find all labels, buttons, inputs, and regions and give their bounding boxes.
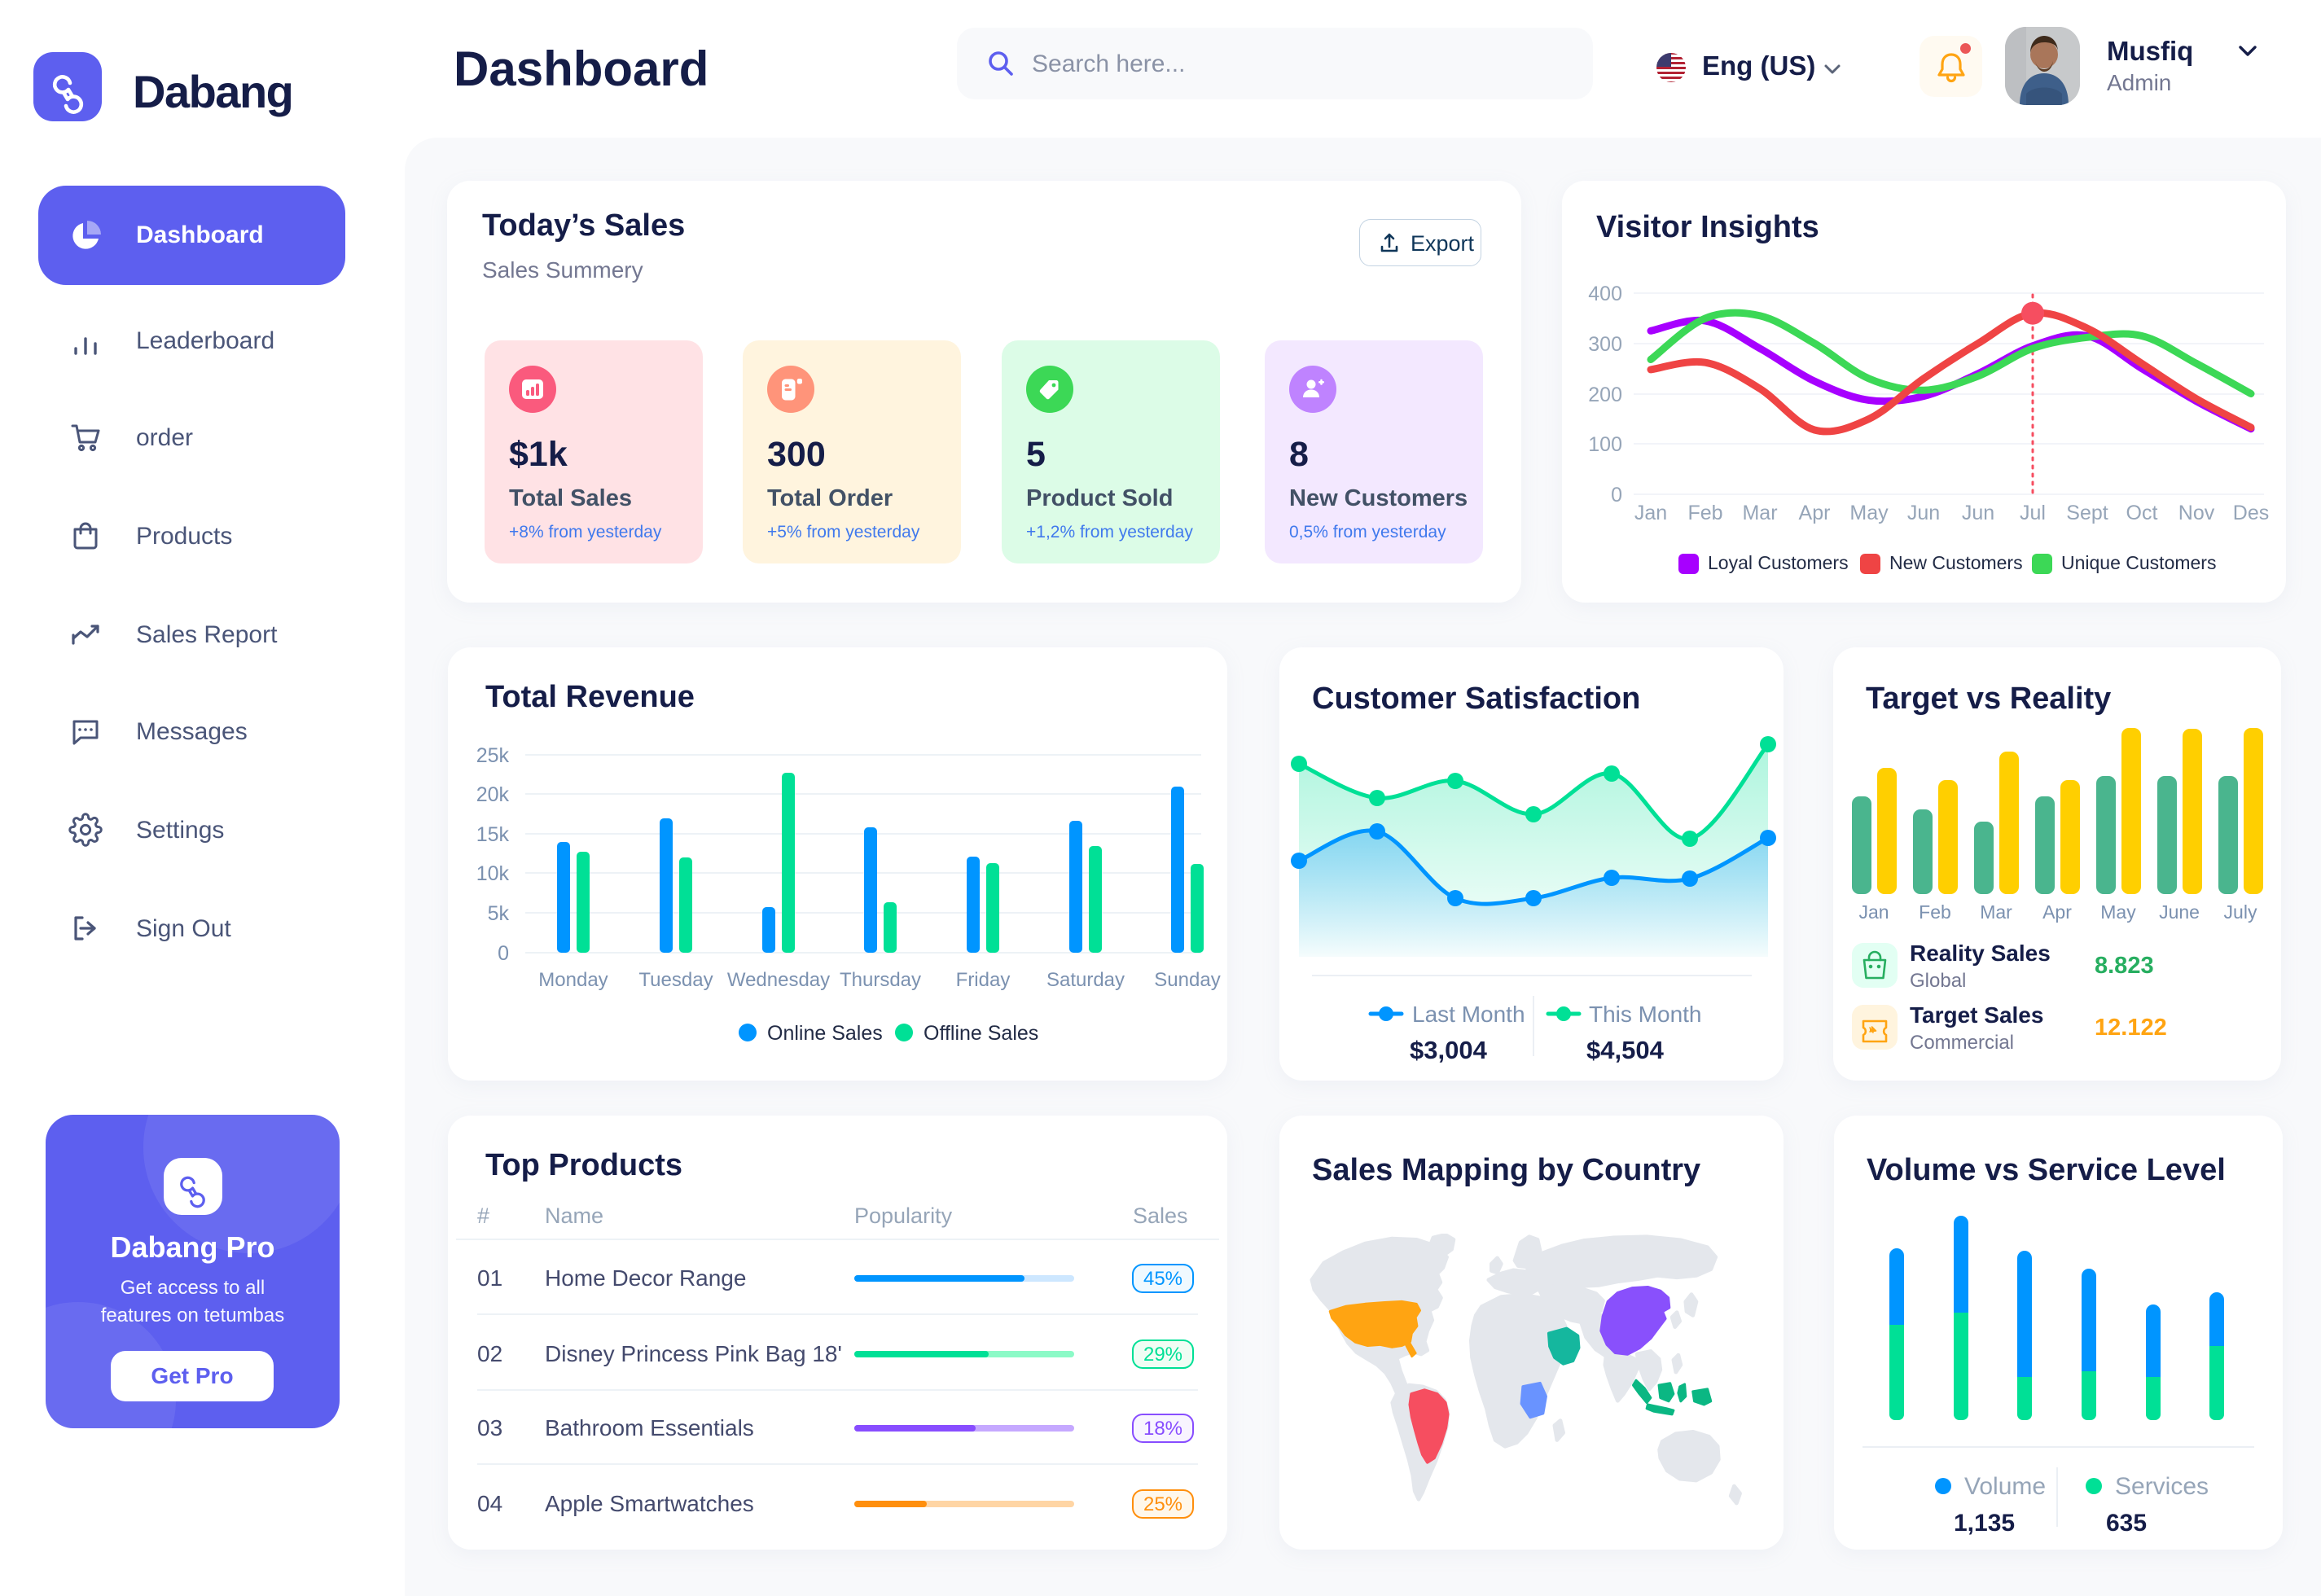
svg-text:01: 01: [477, 1265, 502, 1291]
svg-text:Des: Des: [2233, 502, 2269, 524]
svg-text:Apr: Apr: [2042, 901, 2072, 923]
svg-text:Sales: Sales: [1133, 1204, 1188, 1228]
svg-text:0: 0: [498, 942, 509, 965]
svg-text:Monday: Monday: [538, 969, 608, 991]
svg-text:0: 0: [1611, 484, 1622, 506]
svg-text:Apr: Apr: [1799, 502, 1831, 524]
svg-text:29%: 29%: [1143, 1344, 1182, 1366]
svg-text:July: July: [2224, 901, 2257, 923]
svg-text:#: #: [477, 1204, 489, 1228]
svg-text:Disney Princess Pink Bag 18': Disney Princess Pink Bag 18': [545, 1341, 842, 1366]
svg-text:Jun: Jun: [1907, 502, 1940, 524]
svg-text:100: 100: [1588, 433, 1622, 456]
svg-text:Loyal Customers: Loyal Customers: [1708, 552, 1849, 573]
svg-text:Offline Sales: Offline Sales: [924, 1022, 1038, 1045]
svg-text:Tuesday: Tuesday: [638, 969, 713, 991]
svg-text:400: 400: [1588, 283, 1622, 305]
svg-text:$3,004: $3,004: [1410, 1036, 1488, 1064]
svg-text:May: May: [2100, 901, 2136, 923]
svg-text:Services: Services: [2115, 1473, 2209, 1500]
svg-text:Home Decor Range: Home Decor Range: [545, 1265, 746, 1291]
svg-text:Jan: Jan: [1634, 502, 1667, 524]
svg-text:Friday: Friday: [956, 969, 1011, 991]
svg-text:Volume: Volume: [1964, 1473, 2046, 1500]
svg-text:Jun: Jun: [1962, 502, 1994, 524]
svg-text:5k: 5k: [488, 902, 510, 925]
svg-text:Feb: Feb: [1919, 901, 1951, 923]
svg-text:18%: 18%: [1143, 1418, 1182, 1440]
svg-text:This Month: This Month: [1589, 1002, 1702, 1027]
svg-text:Reality Sales: Reality Sales: [1910, 940, 2051, 966]
svg-text:Nov: Nov: [2178, 502, 2215, 524]
svg-text:635: 635: [2106, 1510, 2147, 1537]
svg-text:03: 03: [477, 1415, 502, 1440]
svg-text:Sunday: Sunday: [1154, 969, 1220, 991]
svg-text:25%: 25%: [1143, 1493, 1182, 1515]
svg-text:Popularity: Popularity: [854, 1204, 953, 1228]
svg-text:Last Month: Last Month: [1412, 1002, 1525, 1027]
svg-text:15k: 15k: [476, 823, 510, 846]
svg-text:Mar: Mar: [1980, 901, 2012, 923]
svg-text:Unique Customers: Unique Customers: [2061, 552, 2216, 573]
svg-text:Commercial: Commercial: [1910, 1032, 2014, 1054]
svg-text:$4,504: $4,504: [1586, 1036, 1665, 1064]
svg-text:Bathroom Essentials: Bathroom Essentials: [545, 1415, 754, 1440]
svg-text:Wednesday: Wednesday: [727, 969, 830, 991]
svg-text:1,135: 1,135: [1954, 1510, 2015, 1537]
svg-text:12.122: 12.122: [2095, 1015, 2167, 1041]
svg-text:Target Sales: Target Sales: [1910, 1002, 2043, 1028]
svg-text:300: 300: [1588, 333, 1622, 356]
svg-text:Name: Name: [545, 1204, 603, 1228]
svg-text:May: May: [1849, 502, 1889, 524]
svg-text:8.823: 8.823: [2095, 953, 2154, 979]
svg-text:04: 04: [477, 1491, 502, 1516]
svg-text:Online Sales: Online Sales: [767, 1022, 883, 1045]
svg-text:200: 200: [1588, 384, 1622, 406]
svg-text:45%: 45%: [1143, 1268, 1182, 1290]
svg-text:25k: 25k: [476, 744, 510, 767]
svg-text:Feb: Feb: [1687, 502, 1722, 524]
svg-text:20k: 20k: [476, 783, 510, 806]
svg-text:10k: 10k: [476, 862, 510, 885]
svg-text:02: 02: [477, 1341, 502, 1366]
svg-text:New Customers: New Customers: [1889, 552, 2023, 573]
svg-text:Oct: Oct: [2126, 502, 2158, 524]
svg-text:Jan: Jan: [1858, 901, 1889, 923]
svg-text:Mar: Mar: [1742, 502, 1777, 524]
svg-text:Apple Smartwatches: Apple Smartwatches: [545, 1491, 754, 1516]
svg-text:Thursday: Thursday: [840, 969, 921, 991]
svg-text:Sept: Sept: [2066, 502, 2108, 524]
svg-text:Saturday: Saturday: [1046, 969, 1125, 991]
svg-text:June: June: [2159, 901, 2200, 923]
svg-text:Jul: Jul: [2020, 502, 2046, 524]
svg-text:Global: Global: [1910, 970, 1966, 992]
